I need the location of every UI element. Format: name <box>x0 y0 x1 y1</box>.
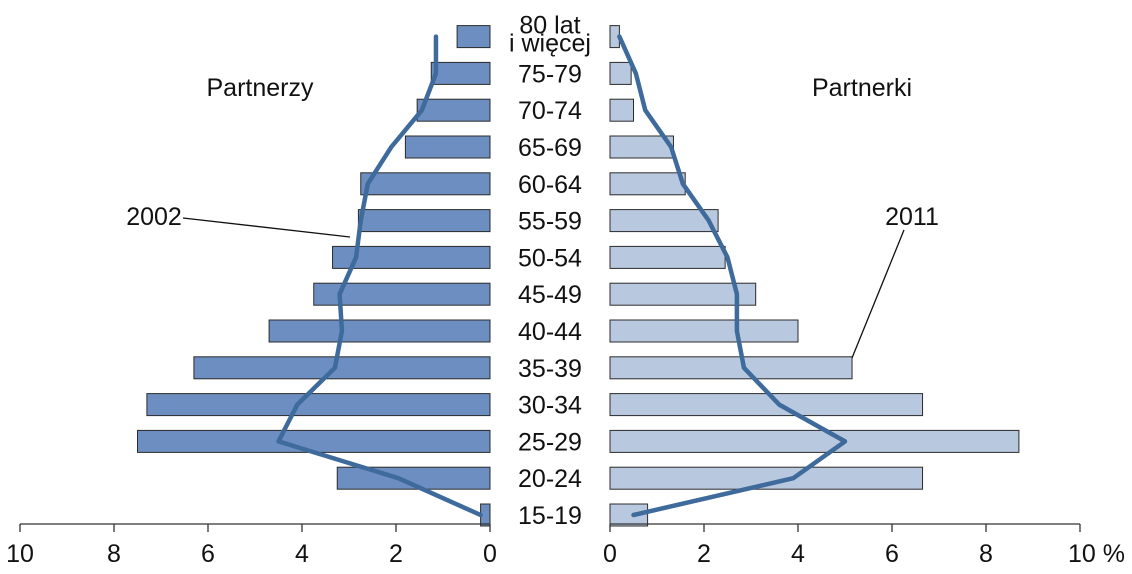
bar-partnerki-40-44 <box>609 319 799 343</box>
category-label: 20-24 <box>518 465 582 493</box>
category-label-line2: i więcej <box>509 30 591 58</box>
x-tick-label-left-4: 4 <box>295 540 309 568</box>
category-label: 35-39 <box>518 355 582 383</box>
bar-partnerki-30-34 <box>609 393 924 417</box>
right-bars-group <box>609 25 1020 527</box>
category-label: 15-19 <box>518 502 582 530</box>
bar-partnerki-25-29 <box>609 429 1020 453</box>
bar-partnerzy-80-lat-i-więcej <box>456 25 491 49</box>
bar-partnerki-15-19 <box>609 503 649 527</box>
bar-partnerzy-35-39 <box>193 356 491 380</box>
category-label: 55-59 <box>518 208 582 236</box>
x-axis-group: 10 8 6 4 2 0 0 2 4 6 8 10 % <box>6 523 1125 568</box>
x-tick-label-left-6: 6 <box>201 540 215 568</box>
bar-partnerzy-70-74 <box>416 98 491 122</box>
bar-partnerzy-55-59 <box>357 209 491 233</box>
bar-partnerki-75-79 <box>609 61 632 85</box>
panel-label-left: Partnerzy <box>207 74 314 102</box>
x-tick-label-right-4: 4 <box>791 540 805 568</box>
annotation-2002: 2002 <box>126 203 182 231</box>
category-label: 25-29 <box>518 428 582 456</box>
bar-partnerki-35-39 <box>609 356 853 380</box>
bar-partnerki-70-74 <box>609 98 634 122</box>
category-label-line1: 80 lat <box>519 12 580 40</box>
bar-partnerzy-30-34 <box>146 393 491 417</box>
x-tick-label-left-0: 0 <box>483 540 497 568</box>
x-tick-label-right-6: 6 <box>885 540 899 568</box>
category-label: 70-74 <box>518 97 582 125</box>
bar-partnerzy-40-44 <box>268 319 491 343</box>
bar-partnerki-50-54 <box>609 245 726 269</box>
line-partnerzy-2002 <box>276 34 483 518</box>
category-label: 45-49 <box>518 281 582 309</box>
category-labels-group: 15-19 20-24 25-29 30-34 35-39 40-44 45-49 50-54… <box>509 12 591 530</box>
category-label: 50-54 <box>518 244 582 272</box>
bar-partnerzy-45-49 <box>313 282 491 306</box>
panel-label-right: Partnerki <box>812 74 912 102</box>
annotation-leader-2011 <box>851 229 905 359</box>
annotation-2011: 2011 <box>885 203 939 231</box>
x-tick-label-right-0: 0 <box>603 540 617 568</box>
bar-partnerki-60-64 <box>609 172 686 196</box>
category-label: 40-44 <box>518 318 582 346</box>
x-tick-label-left-2: 2 <box>389 540 403 568</box>
line-partnerki-2002 <box>617 34 848 518</box>
bar-partnerzy-60-64 <box>360 172 491 196</box>
category-label: 65-69 <box>518 134 582 162</box>
bar-partnerzy-65-69 <box>404 135 491 159</box>
category-label: 30-34 <box>518 392 582 420</box>
bar-partnerki-20-24 <box>609 466 924 490</box>
trend-lines-group <box>276 34 848 518</box>
bar-partnerzy-25-29 <box>137 429 491 453</box>
x-tick-label-right-8: 8 <box>979 540 993 568</box>
x-tick-label-left-8: 8 <box>107 540 121 568</box>
x-tick-label-left-10: 10 <box>6 540 34 568</box>
bar-partnerki-55-59 <box>609 209 719 233</box>
left-bars-group <box>137 25 491 527</box>
x-tick-label-right-2: 2 <box>697 540 711 568</box>
category-label: 75-79 <box>518 60 582 88</box>
bar-partnerzy-50-54 <box>332 245 491 269</box>
bar-partnerzy-75-79 <box>430 61 491 85</box>
bar-partnerki-45-49 <box>609 282 757 306</box>
category-label: 60-64 <box>518 171 582 199</box>
x-tick-label-right-10: 10 % <box>1068 540 1125 568</box>
annotation-leader-2002 <box>182 217 351 238</box>
